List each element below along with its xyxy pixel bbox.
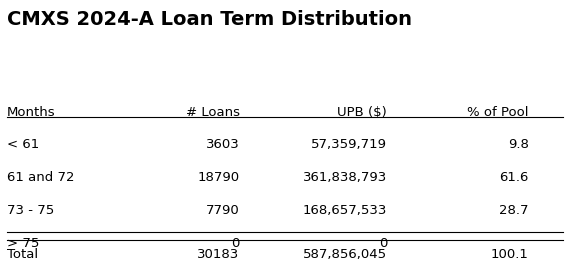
- Text: Total: Total: [7, 248, 38, 261]
- Text: 57,359,719: 57,359,719: [311, 138, 387, 152]
- Text: UPB ($): UPB ($): [337, 106, 387, 119]
- Text: 168,657,533: 168,657,533: [303, 204, 387, 217]
- Text: Months: Months: [7, 106, 56, 119]
- Text: 587,856,045: 587,856,045: [303, 248, 387, 261]
- Text: 3603: 3603: [206, 138, 239, 152]
- Text: 28.7: 28.7: [499, 204, 529, 217]
- Text: 30183: 30183: [197, 248, 239, 261]
- Text: 18790: 18790: [197, 171, 239, 184]
- Text: 361,838,793: 361,838,793: [303, 171, 387, 184]
- Text: % of Pool: % of Pool: [467, 106, 529, 119]
- Text: 73 - 75: 73 - 75: [7, 204, 54, 217]
- Text: 61.6: 61.6: [499, 171, 529, 184]
- Text: 9.8: 9.8: [508, 138, 529, 152]
- Text: 0: 0: [378, 237, 387, 250]
- Text: 0: 0: [231, 237, 239, 250]
- Text: # Loans: # Loans: [186, 106, 239, 119]
- Text: CMXS 2024-A Loan Term Distribution: CMXS 2024-A Loan Term Distribution: [7, 10, 412, 29]
- Text: 61 and 72: 61 and 72: [7, 171, 75, 184]
- Text: < 61: < 61: [7, 138, 39, 152]
- Text: > 75: > 75: [7, 237, 39, 250]
- Text: 7790: 7790: [206, 204, 239, 217]
- Text: 100.1: 100.1: [491, 248, 529, 261]
